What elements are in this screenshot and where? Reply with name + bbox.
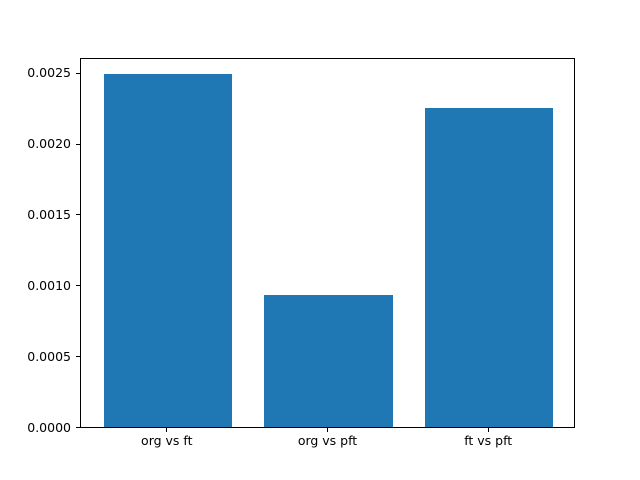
plot-area (80, 57, 575, 428)
x-tick-mark (166, 427, 168, 432)
y-tick-mark (76, 285, 80, 287)
x-tick-mark (487, 427, 489, 432)
y-tick-mark (76, 143, 80, 145)
y-tick-mark (76, 214, 80, 216)
y-tick-label: 0.0005 (27, 348, 71, 364)
y-tick-label: 0.0015 (27, 206, 71, 222)
bar-ft-vs-pft (424, 107, 554, 427)
bar-org-vs-ft (103, 73, 233, 427)
y-tick-label: 0.0020 (27, 136, 71, 152)
x-tick-label: org vs pft (297, 432, 358, 448)
x-tick-label: org vs ft (141, 432, 193, 448)
y-tick-mark (76, 72, 80, 74)
bar-org-vs-pft (264, 294, 393, 427)
x-tick-mark (327, 427, 328, 432)
y-tick-label: 0.0025 (27, 65, 71, 81)
y-tick-mark (76, 427, 80, 428)
y-tick-mark (76, 356, 80, 358)
y-tick-label: 0.0010 (27, 277, 71, 293)
y-tick-label: 0.0000 (27, 419, 71, 435)
x-tick-label: ft vs pft (464, 432, 513, 448)
